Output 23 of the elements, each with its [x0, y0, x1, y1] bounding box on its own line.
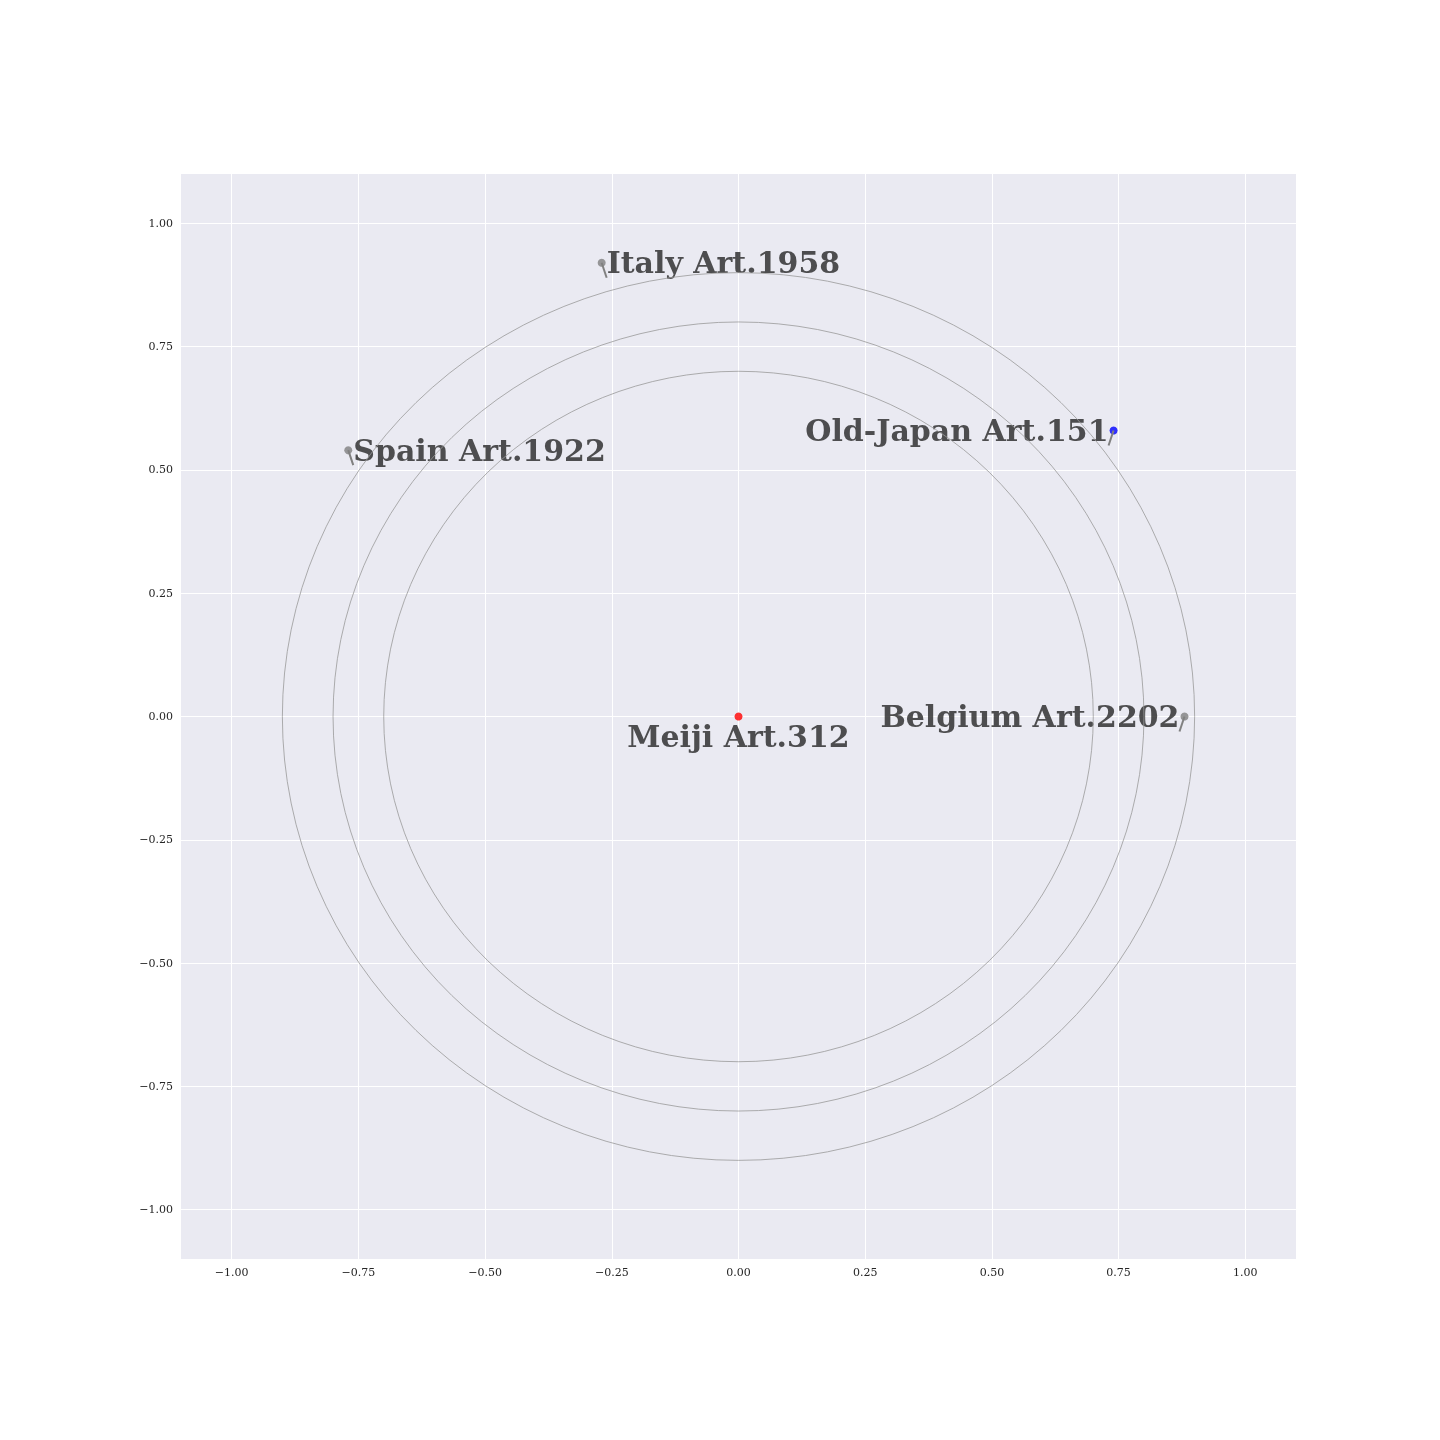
annotation: Belgium Art.2202: [880, 699, 1180, 734]
x-tick-label: −0.50: [468, 1266, 502, 1279]
x-tick-label: −0.25: [594, 1266, 629, 1279]
x-tick-label: 1.00: [1233, 1266, 1258, 1279]
x-tick-label: 0.75: [1106, 1266, 1131, 1279]
y-tick-label: −0.50: [139, 956, 173, 970]
y-tick-label: 0.00: [148, 710, 173, 723]
annotation: Spain Art.1922: [353, 432, 606, 468]
y-tick-label: 1.00: [148, 216, 173, 230]
y-tick-label: 0.25: [148, 586, 173, 600]
y-tick-label: 0.75: [148, 340, 173, 354]
y-tick-label: 0.50: [148, 463, 173, 477]
y-tick-label: −0.75: [139, 1079, 173, 1093]
x-tick-label: −0.75: [341, 1266, 376, 1279]
annotation: Meiji Art.312: [627, 719, 850, 754]
annotation: Old-Japan Art.151: [805, 412, 1109, 448]
x-tick-label: 0.00: [726, 1266, 751, 1279]
y-tick-label: −1.00: [139, 1203, 173, 1217]
annotation: Italy Art.1958: [606, 245, 841, 281]
x-tick-label: −1.00: [214, 1266, 249, 1279]
x-tick-label: 0.50: [979, 1266, 1005, 1279]
x-tick-label: 0.25: [852, 1266, 878, 1279]
y-tick-label: −0.25: [139, 833, 173, 847]
